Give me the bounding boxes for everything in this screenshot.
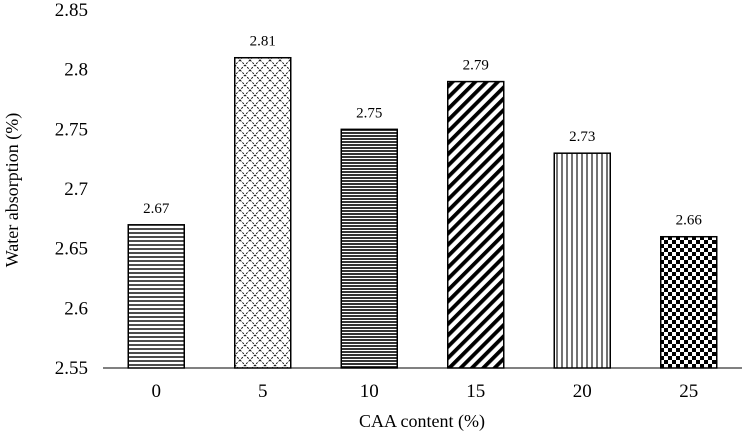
y-tick-label: 2.7 [64,179,88,200]
x-axis-ticks: 0 5 10 15 20 25 [152,381,699,402]
y-tick-label: 2.75 [55,119,88,140]
x-tick-label: 0 [152,381,162,402]
bar-20 [553,152,611,369]
bar-15 [447,80,505,369]
y-tick-label: 2.65 [55,239,88,260]
data-label-25: 2.66 [676,213,703,229]
bar-5 [234,56,292,369]
x-tick-label: 10 [360,381,379,402]
y-axis-title: Water absorption (%) [2,113,23,268]
y-tick-label: 2.85 [55,0,88,21]
bar-25 [660,235,718,369]
bar-10 [340,128,398,369]
data-label-10: 2.75 [356,105,382,121]
y-axis-ticks: 2.55 2.6 2.65 2.7 2.75 2.8 2.85 [55,0,88,379]
data-labels: 2.67 2.81 2.75 2.79 2.73 2.66 [143,34,702,229]
y-tick-label: 2.55 [55,358,88,379]
x-axis-title: CAA content (%) [359,411,485,432]
data-label-20: 2.73 [569,129,595,145]
data-label-5: 2.81 [250,34,276,50]
x-tick-label: 5 [258,381,268,402]
bars [127,56,718,369]
x-tick-label: 15 [466,381,485,402]
bar-0 [127,224,185,369]
x-tick-label: 20 [573,381,592,402]
x-tick-label: 25 [679,381,698,402]
data-label-0: 2.67 [143,201,170,217]
data-label-15: 2.79 [463,58,489,74]
y-tick-label: 2.8 [64,60,88,81]
y-tick-label: 2.6 [64,298,88,319]
